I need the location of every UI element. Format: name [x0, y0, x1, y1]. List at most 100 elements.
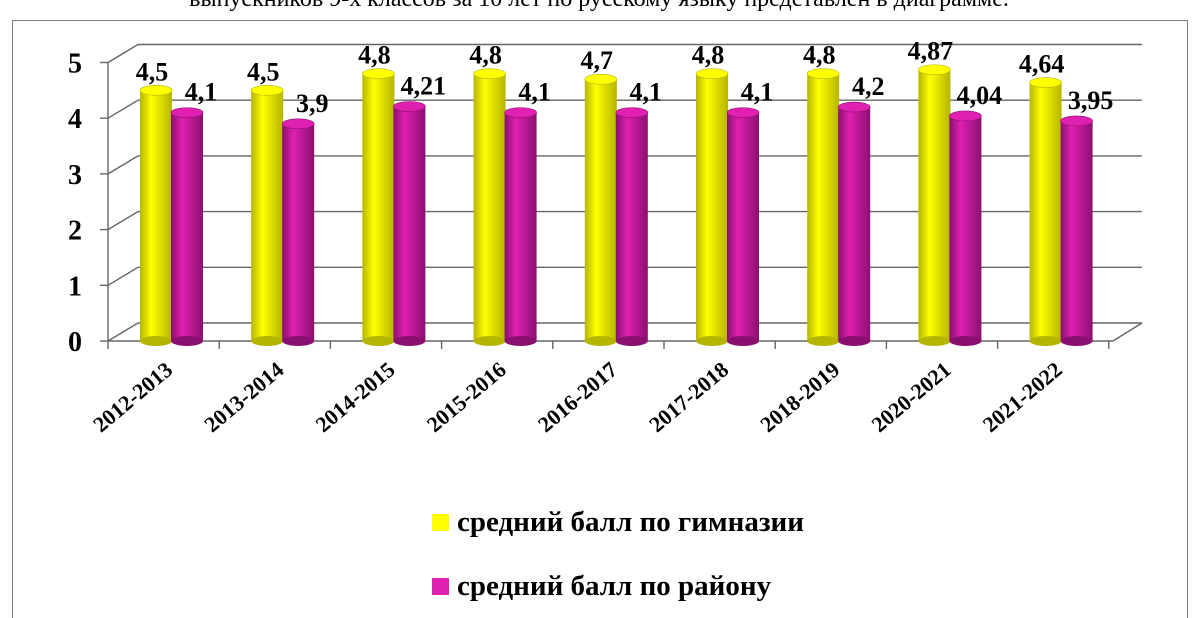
bar-body [140, 90, 172, 341]
bar-base [282, 336, 315, 346]
bar-layer [139, 64, 1093, 346]
bar-body [504, 112, 537, 341]
bar-base [696, 336, 728, 346]
bar-top [837, 101, 871, 113]
bar-gymnasium [918, 64, 951, 346]
bar-body [1029, 82, 1062, 341]
y-tick-label: 0 [68, 327, 82, 358]
bar-district [615, 107, 649, 346]
bar-top [473, 68, 506, 79]
data-label: 4,1 [741, 78, 774, 107]
legend-label-series-1: средний балл по гимназии [457, 506, 804, 538]
data-label: 4,2 [852, 72, 885, 101]
bar-top [139, 85, 173, 96]
y-tick-label: 4 [68, 104, 82, 135]
data-label: 4,87 [908, 37, 954, 66]
bar-top [695, 68, 729, 79]
legend-item-series-1: средний балл по гимназии [432, 506, 804, 539]
bar-base [504, 336, 537, 346]
x-tick-label: 2021-2022 [978, 357, 1067, 437]
page-caption: выпускников 9-х классов за 10 лет по рус… [0, 0, 1198, 13]
x-tick-label: 2016-2017 [533, 357, 622, 437]
bar-body [584, 79, 617, 342]
bar-base [807, 336, 840, 346]
bar-body [727, 112, 759, 341]
gridline-side [107, 99, 139, 119]
gridline-side [107, 266, 139, 286]
data-label: 4,64 [1019, 50, 1065, 79]
bar-top [949, 110, 982, 122]
bar-body [918, 69, 951, 341]
bar-body [696, 73, 728, 341]
label-layer: 4,5 4,5 4,8 4,8 4,7 4,8 4,8 4,87 4,64 4,1 3,9 4,21 4… [136, 37, 1114, 118]
bar-top [1060, 115, 1093, 127]
data-label: 4,5 [136, 57, 169, 86]
bar-gymnasium [362, 68, 395, 346]
bar-base [838, 336, 871, 346]
bar-gymnasium [806, 68, 840, 346]
bar-base [1029, 336, 1062, 346]
x-tick-label: 2015-2016 [422, 357, 511, 437]
bar-base [251, 336, 284, 346]
x-tick-label: 2017-2018 [644, 357, 733, 437]
legend-label-series-2: средний балл по району [457, 570, 772, 602]
bar-body [949, 115, 982, 341]
data-label: 4,8 [803, 41, 836, 70]
legend-item-series-2: средний балл по району [432, 570, 771, 603]
bar-body [171, 112, 203, 341]
bar-district [504, 107, 537, 346]
x-tick-label: 2018-2019 [755, 357, 844, 437]
data-label: 4,21 [401, 72, 447, 101]
bar-district [726, 107, 760, 346]
data-label: 3,95 [1068, 86, 1114, 115]
bar-gymnasium [695, 68, 729, 346]
x-tick-label: 2014-2015 [311, 357, 400, 437]
bar-district [281, 118, 315, 346]
bar-base [727, 336, 759, 346]
y-tick-label: 1 [68, 271, 82, 302]
bar-top [362, 68, 395, 79]
bar-body [473, 73, 506, 341]
data-label: 3,9 [296, 89, 329, 118]
bar-district [170, 107, 204, 346]
data-label: 4,5 [247, 57, 280, 86]
bar-top [393, 101, 426, 112]
bar-top [726, 107, 760, 118]
bar-body [393, 106, 426, 342]
data-label: 4,1 [185, 78, 218, 107]
bar-body [251, 90, 284, 341]
bar-body [362, 73, 395, 341]
data-label: 4,04 [957, 81, 1003, 110]
bar-body [838, 107, 871, 341]
bar-body [615, 112, 648, 341]
bar-base [584, 336, 617, 346]
data-label: 4,8 [469, 41, 502, 70]
bar-gymnasium [473, 68, 506, 346]
bar-top [918, 64, 951, 76]
data-label: 4,1 [630, 78, 663, 107]
data-label: 4,7 [581, 46, 614, 75]
bar-base [1060, 336, 1093, 346]
x-tick-label: 2012-2013 [88, 357, 177, 437]
bar-top [806, 68, 840, 79]
bar-body [1060, 120, 1093, 341]
bar-base [362, 336, 395, 346]
bar-body [282, 123, 315, 342]
bar-district [949, 110, 982, 346]
bar-top [584, 73, 618, 85]
bar-top [504, 107, 537, 118]
bar-district [1060, 115, 1093, 346]
bar-gymnasium [584, 73, 618, 346]
bar-base [171, 336, 203, 346]
bar-base [949, 336, 982, 346]
bar-gymnasium [250, 85, 284, 346]
gridline-side [107, 155, 139, 175]
bar-top [281, 118, 315, 130]
legend-swatch-series-1 [432, 514, 449, 531]
y-tick-label: 2 [68, 216, 82, 247]
data-label: 4,8 [358, 41, 391, 70]
bar-base [473, 336, 506, 346]
bar-base [140, 336, 172, 346]
data-label: 4,8 [692, 41, 725, 70]
